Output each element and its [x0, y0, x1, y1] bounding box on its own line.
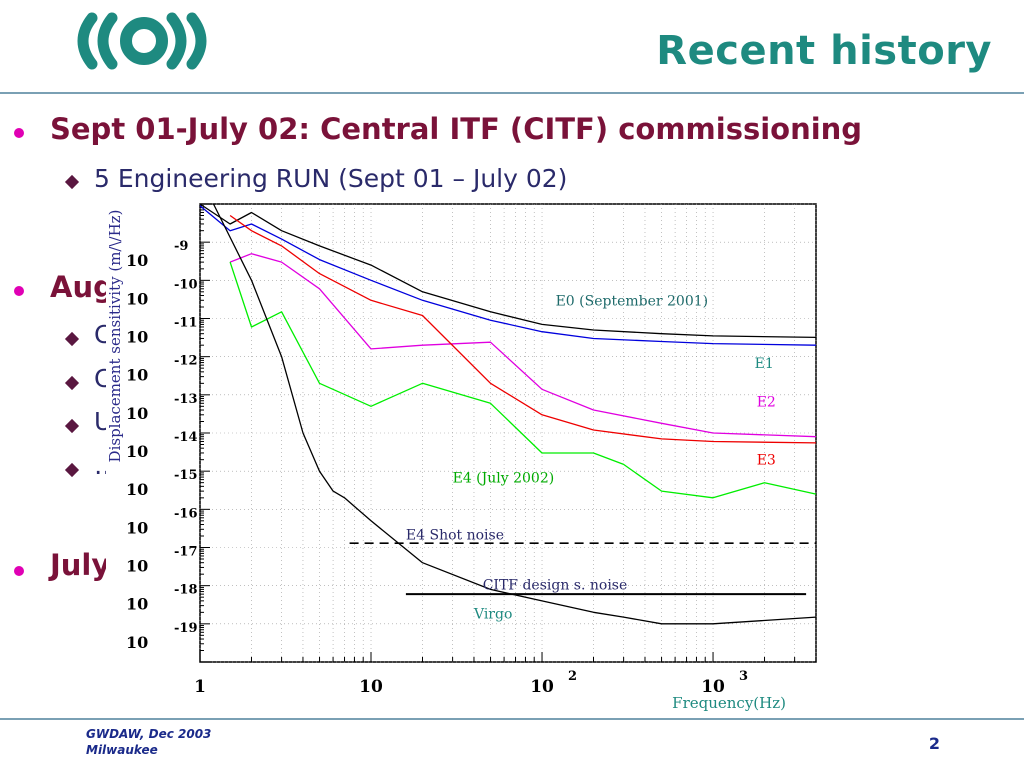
series-line-2	[229, 253, 817, 438]
bullet-marker	[14, 286, 24, 296]
y-tick-exponent: -11	[174, 316, 198, 331]
y-tick-exponent: -15	[174, 468, 198, 483]
series-line-3	[229, 214, 817, 444]
y-tick-label: 10	[126, 442, 148, 461]
series-line-0	[199, 203, 817, 339]
y-tick-label: 10	[126, 328, 148, 347]
annotation-label-1: E1	[755, 356, 774, 372]
y-tick-exponent: -17	[174, 545, 198, 560]
page-title: Recent history	[656, 28, 992, 74]
x-tick-label: 10	[701, 677, 725, 697]
x-tick-label: 10	[530, 677, 554, 697]
annotation-label-7: Virgo	[473, 606, 512, 622]
y-tick-label: 10	[126, 480, 148, 499]
annotation-label-4: E4 (July 2002)	[453, 471, 555, 487]
footer-line-1: GWDAW, Dec 2003	[86, 727, 212, 741]
y-tick-exponent: -18	[174, 583, 198, 598]
footer-rule	[0, 718, 1024, 720]
sensitivity-chart: 1 10 10 2 10 3 10 -9 10 -10 10 -11 10 -12 10 -13 10 -14 10…	[106, 196, 820, 712]
y-tick-exponent: -13	[174, 392, 198, 407]
sub-bullet-marker	[64, 418, 80, 434]
y-tick-label: 10	[126, 633, 148, 652]
title-rule	[0, 92, 1024, 94]
bullet-3-text: July	[50, 548, 111, 582]
annotation-label-5: E4 Shot noise	[406, 528, 504, 544]
y-tick-exponent: -12	[174, 354, 198, 369]
bullet-marker	[14, 128, 24, 138]
x-tick-label: 1	[194, 677, 206, 697]
y-tick-exponent: -9	[174, 239, 188, 254]
series-line-4	[229, 261, 817, 499]
x-axis-label: Frequency(Hz)	[672, 694, 786, 712]
y-tick-label: 10	[126, 289, 148, 308]
annotation-label-0: E0 (September 2001)	[556, 293, 709, 309]
sub-bullet-marker	[64, 375, 80, 391]
x-tick-label: 10	[359, 677, 383, 697]
page-number: 2	[928, 734, 940, 753]
bullet-1-text: Sept 01-July 02: Central ITF (CITF) comm…	[50, 112, 863, 146]
y-tick-label: 10	[126, 404, 148, 423]
y-tick-exponent: -14	[174, 430, 198, 445]
sub-bullet-marker	[64, 174, 80, 190]
y-tick-exponent: -10	[174, 277, 198, 292]
y-tick-exponent: -19	[174, 621, 198, 636]
annotation-label-6: CITF design s. noise	[483, 577, 628, 593]
y-tick-label: 10	[126, 251, 148, 270]
sub-bullet-marker	[64, 462, 80, 478]
annotation-label-2: E2	[757, 394, 776, 410]
series-line-7	[212, 203, 817, 625]
sub-bullet-1-1-text: 5 Engineering RUN (Sept 01 – July 02)	[94, 164, 568, 193]
y-tick-label: 10	[126, 518, 148, 537]
y-axis-label: Displacement sensitivity (m/\/Hz)	[106, 210, 124, 463]
y-tick-label: 10	[126, 595, 148, 614]
footer-venue: GWDAW, Dec 2003 Milwaukee	[86, 726, 211, 758]
x-tick-exponent: 3	[739, 669, 748, 684]
x-tick-exponent: 2	[568, 669, 577, 684]
y-tick-label: 10	[126, 557, 148, 576]
bullet-2-text: Aug	[50, 270, 114, 304]
y-tick-label: 10	[126, 366, 148, 385]
annotation-label-3: E3	[757, 452, 776, 468]
series-line-1	[199, 205, 817, 346]
sub-bullet-marker	[64, 331, 80, 347]
bullet-marker	[14, 566, 24, 576]
sensitivity-chart-svg: 1 10 10 2 10 3 10 -9 10 -10 10 -11 10 -12 10 -13 10 -14 10…	[106, 203, 817, 712]
virgo-logo-icon	[77, 12, 207, 70]
footer-line-2: Milwaukee	[86, 743, 158, 757]
y-tick-exponent: -16	[174, 506, 198, 521]
